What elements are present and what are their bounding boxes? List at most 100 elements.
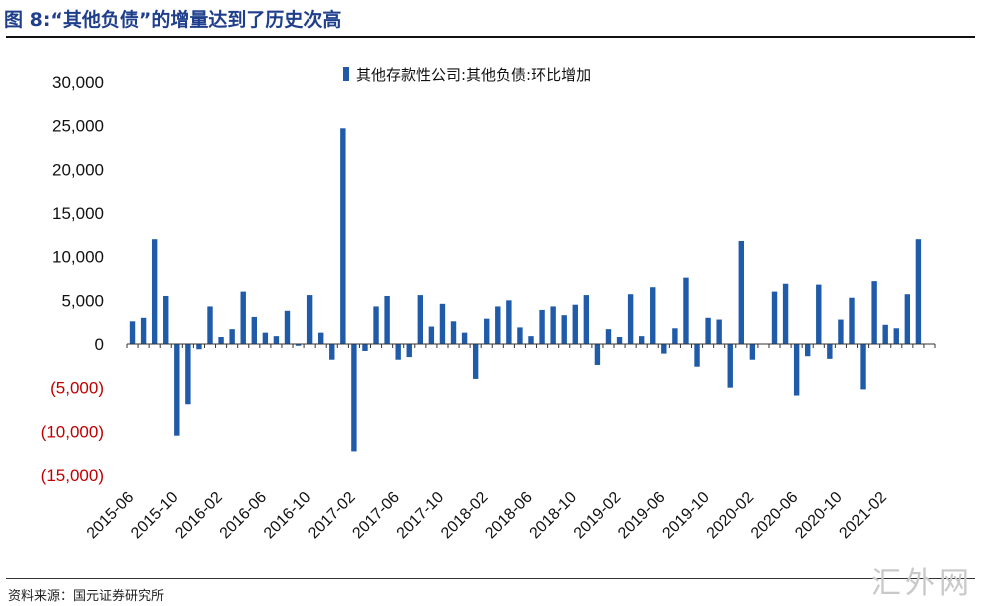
bar	[450, 321, 457, 344]
bar	[395, 344, 401, 360]
bar	[528, 336, 534, 344]
x-tick-label: 2016-06	[217, 489, 271, 543]
bars-group	[129, 128, 922, 452]
y-tick-label: (15,000)	[41, 466, 104, 485]
bar	[583, 295, 590, 344]
source-note: 资料来源：国元证券研究所	[8, 589, 165, 604]
x-tick-label: 2017-02	[305, 489, 359, 543]
y-tick-label: (5,000)	[50, 379, 104, 398]
bar	[594, 344, 601, 365]
bar	[185, 344, 191, 405]
bar	[915, 239, 922, 344]
x-tick-label: 2017-10	[394, 489, 448, 543]
bar	[816, 284, 822, 344]
bar	[218, 337, 224, 344]
title-divider	[6, 36, 975, 38]
bar	[428, 326, 435, 344]
footer-divider	[6, 578, 975, 579]
bar	[373, 306, 379, 344]
bar	[539, 309, 545, 344]
bar	[694, 344, 700, 367]
bar	[196, 344, 202, 350]
x-tick-label: 2015-06	[84, 489, 138, 543]
bar	[517, 327, 523, 344]
watermark: 汇外网	[871, 566, 973, 601]
x-tick-label: 2021-02	[836, 489, 890, 543]
bar	[871, 281, 877, 344]
x-tick-label: 2020-02	[704, 489, 758, 543]
x-tick-label: 2019-06	[615, 489, 669, 543]
bar	[417, 295, 424, 344]
bar	[384, 295, 390, 344]
bar	[683, 277, 689, 344]
bar	[129, 321, 136, 344]
x-tick-label: 2016-02	[172, 489, 226, 543]
bar	[484, 318, 490, 344]
x-tick-label: 2017-06	[349, 489, 403, 543]
x-tick-label: 2016-10	[261, 489, 315, 543]
legend-swatch	[343, 67, 349, 81]
bar	[805, 344, 811, 357]
bar	[771, 291, 778, 344]
y-tick-label: (10,000)	[41, 422, 104, 441]
bar	[605, 329, 612, 344]
bar	[295, 344, 302, 346]
legend-label: 其他存款性公司:其他负债:环比增加	[356, 66, 591, 84]
x-tick-label: 2020-06	[748, 489, 802, 543]
bar	[849, 297, 855, 344]
bar	[727, 344, 733, 388]
bar	[351, 344, 357, 452]
bar	[882, 324, 888, 344]
x-tick-label: 2019-02	[571, 489, 625, 543]
bar	[749, 344, 756, 360]
bar	[893, 328, 899, 344]
x-tick-label: 2015-10	[128, 489, 182, 543]
bar	[616, 337, 623, 344]
bar	[472, 344, 479, 379]
bar	[661, 344, 667, 354]
bar	[174, 344, 180, 436]
x-tick-label: 2020-10	[792, 489, 846, 543]
x-tick-label: 2018-06	[482, 489, 536, 543]
bar	[860, 344, 866, 390]
bar	[362, 344, 368, 351]
bar	[140, 317, 147, 344]
bar	[318, 332, 324, 344]
bar	[561, 315, 567, 344]
y-tick-label: 15,000	[52, 204, 104, 223]
y-tick-label: 25,000	[52, 117, 104, 136]
bar	[738, 240, 744, 344]
bar	[793, 344, 800, 396]
y-tick-label: 20,000	[52, 160, 104, 179]
y-tick-label: 30,000	[52, 73, 104, 92]
bar	[506, 300, 512, 344]
y-tick-label: 0	[95, 335, 104, 354]
bar	[406, 344, 412, 358]
bar	[306, 295, 313, 344]
bar	[838, 319, 844, 344]
bar	[439, 303, 446, 344]
figure-title: 图 8:“其他负债”的增量达到了历史次高	[4, 9, 342, 31]
bar	[638, 336, 645, 344]
x-axis: 2015-062015-102016-022016-062016-102017-…	[84, 343, 936, 543]
bar	[495, 306, 501, 344]
bar	[782, 283, 789, 344]
x-tick-label: 2018-10	[527, 489, 581, 543]
bar	[340, 128, 346, 344]
bar	[284, 310, 291, 344]
bar	[207, 306, 213, 344]
y-tick-label: 10,000	[52, 248, 104, 267]
bar	[163, 295, 169, 344]
bar	[229, 329, 235, 344]
bar	[672, 328, 678, 344]
bar	[827, 344, 833, 359]
bar	[329, 344, 335, 360]
bar	[461, 332, 468, 344]
bar	[251, 316, 257, 344]
x-tick-label: 2018-02	[438, 489, 492, 543]
y-tick-label: 5,000	[61, 291, 104, 310]
bar	[262, 332, 269, 344]
bar	[716, 319, 722, 344]
bar	[151, 239, 158, 344]
